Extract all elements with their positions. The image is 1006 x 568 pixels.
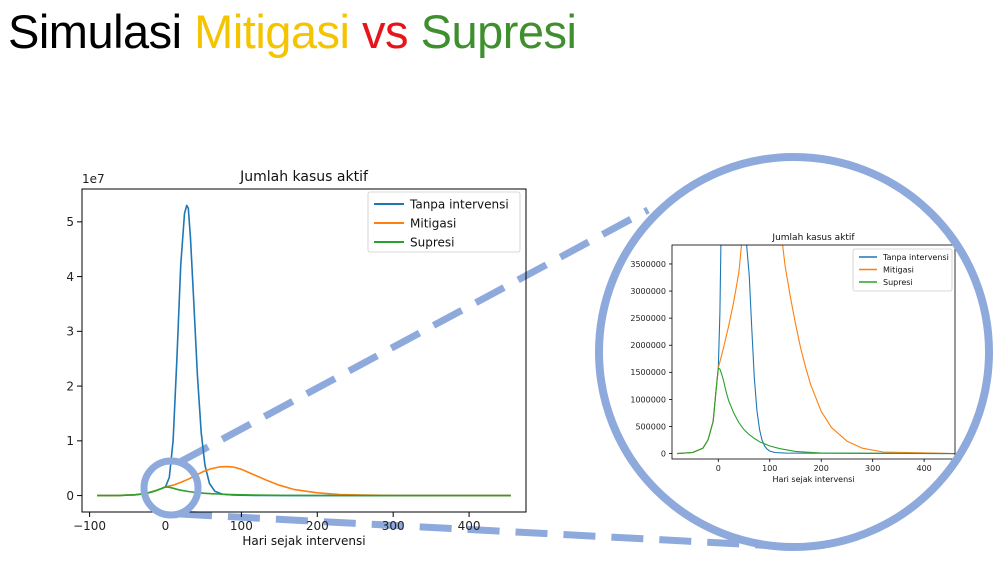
- y-tick-label: 1500000: [630, 368, 666, 377]
- y-tick-label: 3500000: [630, 260, 666, 269]
- y-tick-label: 2500000: [630, 314, 666, 323]
- chart-title: Jumlah kasus aktif: [239, 169, 369, 185]
- x-tick-label: 300: [865, 464, 880, 473]
- small-magnifier-ring: [140, 457, 202, 519]
- series-line-mitigasi: [97, 465, 511, 497]
- legend-label: Mitigasi: [410, 216, 456, 230]
- x-axis-label: Hari sejak intervensi: [242, 534, 365, 548]
- zoom-chart: 0 100 200 300 400 0 500000 1000000 1500000 200000…: [602, 160, 986, 544]
- x-tick-label: 200: [814, 464, 829, 473]
- y-tick-label: 4: [66, 270, 74, 284]
- y-tick-label: 2: [66, 379, 74, 393]
- x-tick-label: 400: [916, 464, 931, 473]
- y-tick-label: 3000000: [630, 287, 666, 296]
- title-part: Mitigasi: [194, 5, 350, 58]
- y-tick-label: 2000000: [630, 341, 666, 350]
- x-tick-label: 0: [716, 464, 721, 473]
- x-tick-label: 100: [762, 464, 777, 473]
- plot-frame: [671, 244, 956, 460]
- x-tick-label: −100: [73, 519, 106, 533]
- title-part: Simulasi: [8, 5, 195, 58]
- x-tick-label: 300: [382, 519, 405, 533]
- x-tick-label: 400: [458, 519, 481, 533]
- legend-label: Supresi: [883, 278, 913, 287]
- y-tick-label: 5: [66, 215, 74, 229]
- legend-box: [367, 191, 521, 253]
- series-group: [97, 204, 511, 497]
- main-chart: −100 0 100 200 300 400 0 1 2 3 4 5 1e7 Jumlah kasus a…: [66, 169, 527, 548]
- y-tick-label: 1000000: [630, 395, 666, 404]
- series-line-supresi: [677, 367, 955, 455]
- x-tick-label: 100: [230, 519, 253, 533]
- connector-line-top: [178, 206, 650, 466]
- y-tick-label: 0: [66, 489, 74, 503]
- y-tick-label: 1: [66, 434, 74, 448]
- legend-label: Supresi: [410, 235, 454, 249]
- y-tick-label: 3: [66, 325, 74, 339]
- y-offset-label: 1e7: [82, 172, 105, 186]
- legend-label: Tanpa intervensi: [882, 253, 949, 262]
- series-line-supresi: [97, 486, 511, 497]
- magnifier-connectors: [178, 206, 779, 550]
- legend-label: Mitigasi: [883, 265, 914, 274]
- magnifier-rings: [140, 153, 993, 551]
- y-tick-label: 0: [661, 449, 666, 458]
- series-group: [677, 245, 955, 455]
- slide-title: Simulasi Mitigasi vs Supresi: [8, 5, 577, 58]
- large-magnifier-ring: [595, 153, 993, 551]
- chart-title: Jumlah kasus aktif: [771, 233, 855, 243]
- title-part: vs: [349, 5, 421, 58]
- x-tick-label: 0: [162, 519, 170, 533]
- x-tick-label: 200: [306, 519, 329, 533]
- plot-frame: [81, 188, 527, 513]
- legend-label: Tanpa intervensi: [409, 197, 509, 211]
- y-tick-label: 500000: [635, 422, 666, 431]
- legend-box: [852, 248, 953, 292]
- zoom-circle-background: [602, 160, 986, 544]
- x-axis-label: Hari sejak intervensi: [772, 475, 854, 484]
- connector-line-bottom: [179, 510, 779, 550]
- title-part: Supresi: [420, 5, 577, 58]
